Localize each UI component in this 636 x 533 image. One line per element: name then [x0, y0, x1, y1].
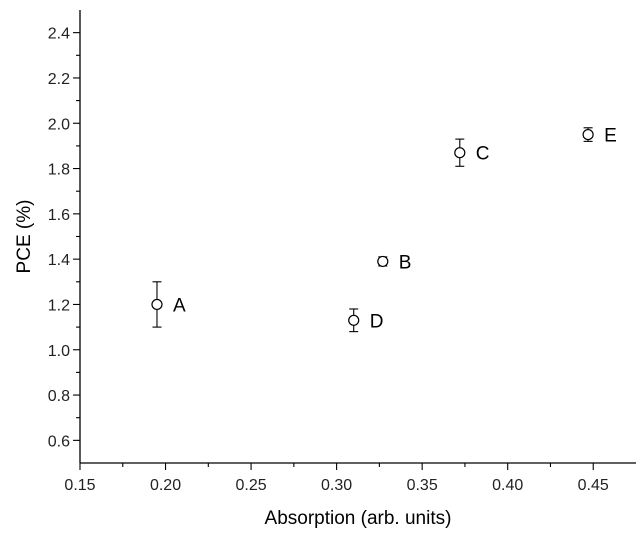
y-tick-label: 1.8: [48, 162, 70, 179]
x-tick-label: 0.30: [321, 477, 352, 494]
x-tick-label: 0.25: [236, 477, 267, 494]
point-marker: [377, 255, 389, 268]
point-label: A: [173, 295, 186, 316]
point-marker: [454, 147, 466, 159]
y-axis-title: PCE (%): [14, 200, 35, 274]
data-point-a: A: [151, 281, 186, 328]
y-tick-label: 2.4: [48, 26, 70, 43]
y-tick-label: 2.2: [48, 71, 70, 88]
data-point-b: B: [377, 252, 412, 273]
x-tick-label: 0.15: [64, 477, 95, 494]
axes: [79, 10, 636, 464]
y-tick-label: 1.4: [48, 252, 70, 269]
x-axis-title: Absorption (arb. units): [265, 508, 452, 529]
y-tick-label: 2.0: [48, 116, 70, 133]
x-tick-label: 0.20: [150, 477, 181, 494]
data-point-d: D: [348, 308, 384, 332]
point-label: D: [370, 311, 384, 332]
point-marker: [582, 128, 594, 141]
point-marker: [348, 314, 360, 326]
point-label: B: [399, 252, 412, 273]
x-tick-label: 0.40: [492, 477, 523, 494]
x-ticks: 0.15 0.20 0.25 0.30 0.35 0.40 0.45: [64, 463, 609, 494]
data-points: A B C D E: [151, 126, 617, 332]
x-tick-label: 0.45: [578, 477, 609, 494]
y-tick-label: 1.6: [48, 207, 70, 224]
point-label: C: [476, 144, 490, 165]
point-marker: [151, 298, 163, 311]
point-label: E: [604, 126, 617, 147]
x-tick-label: 0.35: [407, 477, 438, 494]
y-tick-label: 1.0: [48, 343, 70, 360]
data-point-e: E: [582, 126, 617, 147]
y-ticks: 0.6 0.8 1.0 1.2 1.4 1.6 1.8 2.0 2.2 2.4: [48, 26, 80, 450]
y-tick-label: 0.6: [48, 433, 70, 450]
y-tick-label: 0.8: [48, 388, 70, 405]
y-tick-label: 1.2: [48, 297, 70, 314]
data-point-c: C: [454, 138, 490, 167]
